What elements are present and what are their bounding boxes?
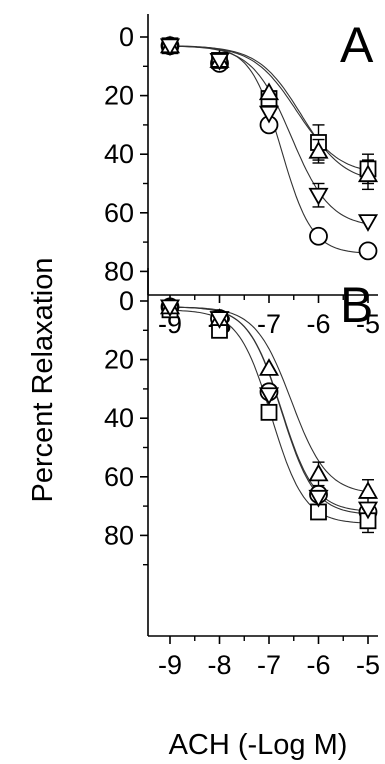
x-tick-label: -7 bbox=[257, 309, 281, 339]
panel-label: A bbox=[340, 17, 374, 73]
data-point-triangle-down bbox=[308, 187, 329, 206]
y-axis-title: Percent Relaxation bbox=[27, 257, 59, 502]
data-point-triangle-up bbox=[357, 481, 379, 499]
y-tick-label: 80 bbox=[104, 520, 134, 550]
data-point-square bbox=[260, 403, 278, 421]
panel-label: B bbox=[340, 277, 373, 333]
y-tick-label: 80 bbox=[104, 256, 134, 286]
data-point-triangle-down bbox=[209, 311, 230, 329]
data-point-triangle-down bbox=[258, 387, 280, 406]
data-point-triangle-down bbox=[159, 38, 181, 57]
x-tick-label: -7 bbox=[257, 650, 281, 680]
data-point-triangle-down bbox=[308, 489, 329, 508]
fit-curve-circle bbox=[169, 45, 369, 254]
data-point-triangle-down bbox=[258, 105, 280, 124]
x-axis-title: ACH (-Log M) bbox=[169, 729, 348, 761]
data-point-circle bbox=[309, 226, 328, 246]
x-tick-label: -6 bbox=[306, 309, 330, 339]
y-tick-label: 20 bbox=[104, 345, 134, 375]
x-tick-label: -5 bbox=[356, 650, 380, 680]
data-point-circle bbox=[358, 241, 378, 261]
significance-marker: ** bbox=[382, 162, 385, 182]
data-point-triangle-up bbox=[308, 463, 329, 482]
fit-curve-triangle-down bbox=[170, 45, 369, 225]
y-tick-label: 60 bbox=[104, 198, 134, 228]
x-tick-label: -8 bbox=[207, 650, 231, 680]
x-tick-label: -5 bbox=[356, 309, 380, 339]
y-tick-label: 0 bbox=[119, 286, 134, 316]
data-point-triangle-down bbox=[357, 214, 379, 232]
y-tick-label: 40 bbox=[104, 403, 134, 433]
data-point-triangle-down bbox=[209, 53, 230, 71]
x-tick-label: -6 bbox=[306, 650, 330, 680]
y-tick-label: 60 bbox=[104, 462, 134, 492]
y-tick-label: 20 bbox=[104, 81, 134, 111]
data-point-triangle-up bbox=[308, 140, 329, 159]
data-point-triangle-up bbox=[357, 164, 379, 183]
x-tick-label: -9 bbox=[158, 650, 182, 680]
y-tick-label: 0 bbox=[119, 22, 134, 52]
data-point-triangle-down bbox=[159, 299, 181, 318]
data-point-triangle-down bbox=[357, 501, 379, 520]
y-tick-label: 40 bbox=[104, 139, 134, 169]
data-point-triangle-up bbox=[258, 358, 280, 376]
data-point-triangle-up bbox=[258, 82, 280, 101]
